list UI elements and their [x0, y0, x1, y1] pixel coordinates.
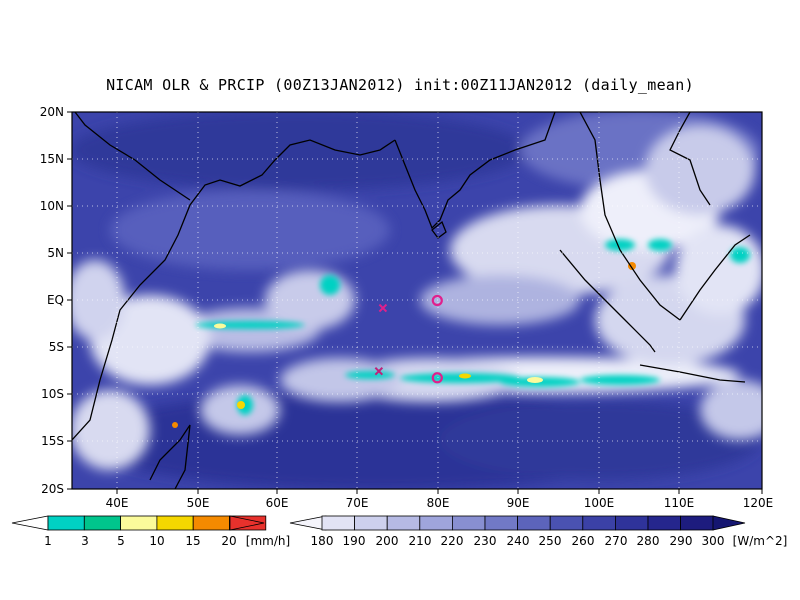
olr-colorbar: 180 190 200 210 220 230 240 250 260 270 …: [289, 515, 788, 548]
olr-label: 200: [376, 534, 399, 548]
precip-label: 1: [44, 534, 52, 548]
olr-colorbar-box: [419, 515, 453, 531]
station-circle-marker: [431, 372, 443, 384]
lon-tick-label: 80E: [427, 496, 450, 510]
olr-label: 230: [474, 534, 497, 548]
olr-label: 190: [343, 534, 366, 548]
lat-tick-label: 20N: [40, 105, 64, 119]
lon-tick-label: 60E: [266, 496, 289, 510]
lat-tick-label: 15N: [40, 152, 64, 166]
lon-tick-label: 100E: [584, 496, 615, 510]
lon-tick-label: 40E: [106, 496, 129, 510]
station-cross-marker: [378, 303, 388, 313]
precip-colorbar-box: [156, 515, 194, 531]
lat-tick-label: 10N: [40, 199, 64, 213]
olr-colorbar-min-arrow: [289, 515, 327, 531]
chart-title: NICAM OLR & PRCIP (00Z13JAN2012) init:00…: [106, 76, 694, 94]
precip-colorbar-box: [192, 515, 230, 531]
precip-colorbar-labels: 1 3 5 10 15 20 [mm/h]: [44, 534, 290, 548]
precip-unit: [mm/h]: [246, 534, 290, 548]
lat-tick-label: 20S: [41, 482, 64, 496]
olr-label: 240: [507, 534, 530, 548]
olr-colorbar-boxes: [321, 515, 714, 531]
olr-colorbar-box: [582, 515, 616, 531]
lat-tick-labels: 20N 15N 10N 5N EQ 5S 10S 15S 20S: [40, 105, 64, 496]
lat-tick-label: 5S: [49, 340, 64, 354]
lon-tick-label: 90E: [507, 496, 530, 510]
lon-tick-label: 50E: [187, 496, 210, 510]
precip-colorbar-box: [120, 515, 158, 531]
olr-label: 220: [441, 534, 464, 548]
precip-heavy: [172, 262, 636, 428]
precip-colorbar-box: [47, 515, 85, 531]
olr-colorbar-box: [549, 515, 584, 531]
lon-tick-labels: 40E 50E 60E 70E 80E 90E 100E 110E 120E: [106, 496, 774, 510]
olr-label: 210: [409, 534, 432, 548]
olr-label: 300: [702, 534, 725, 548]
olr-label: 260: [572, 534, 595, 548]
olr-colorbar-box: [615, 515, 649, 531]
olr-colorbar-box: [321, 515, 355, 531]
olr-label: 290: [670, 534, 693, 548]
olr-colorbar-labels: 180 190 200 210 220 230 240 250 260 270 …: [311, 534, 788, 548]
station-circle-marker: [431, 294, 443, 307]
olr-unit: [W/m^2]: [733, 534, 788, 548]
lat-tick-label: EQ: [47, 293, 64, 307]
lon-tick-label: 70E: [346, 496, 369, 510]
precip-label: 20: [221, 534, 236, 548]
olr-colorbar-box: [354, 515, 388, 531]
lon-tick-label: 120E: [743, 496, 774, 510]
lat-tick-label: 15S: [41, 434, 64, 448]
lon-tick-label: 110E: [664, 496, 695, 510]
olr-colorbar-box: [484, 515, 518, 531]
olr-label: 180: [311, 534, 334, 548]
tick-marks: [67, 111, 763, 494]
olr-colorbar-box: [451, 515, 486, 531]
precip-colorbar-boxes: [47, 515, 267, 531]
olr-colorbar-box: [647, 515, 681, 531]
olr-colorbar-max-arrow: [712, 515, 746, 531]
olr-label: 270: [605, 534, 628, 548]
marker-layer: [374, 294, 443, 384]
precip-colorbar-max-arrow: [229, 515, 265, 531]
precip-colorbar: 1 3 5 10 15 20 [mm/h]: [11, 515, 290, 548]
precip-label: 3: [81, 534, 89, 548]
olr-label: 280: [637, 534, 660, 548]
precip-colorbar-min-arrow: [11, 515, 49, 531]
precip-label: 5: [117, 534, 125, 548]
station-cross-marker: [374, 366, 384, 376]
olr-colorbar-box: [517, 515, 551, 531]
precip-label: 10: [149, 534, 164, 548]
gridlines: [72, 112, 762, 489]
precip-label: 15: [185, 534, 200, 548]
olr-label: 250: [539, 534, 562, 548]
map-area: [72, 112, 762, 489]
olr-colorbar-box: [680, 515, 714, 531]
lat-tick-label: 10S: [41, 387, 64, 401]
coastlines: [72, 112, 751, 489]
olr-colorbar-box: [386, 515, 421, 531]
lat-tick-label: 5N: [47, 246, 64, 260]
precip-colorbar-box: [83, 515, 122, 531]
